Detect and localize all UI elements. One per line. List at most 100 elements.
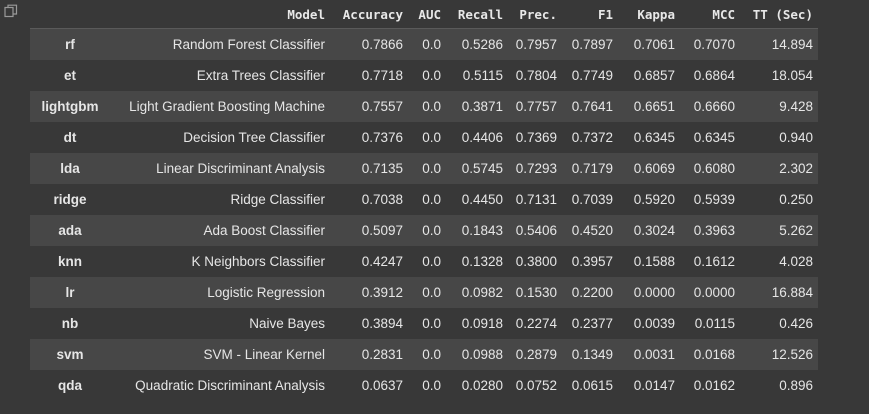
recall-cell: 0.5115 bbox=[462, 67, 503, 83]
column-header: TT (Sec) bbox=[740, 0, 818, 29]
auc-cell: 0.0 bbox=[422, 129, 441, 145]
row-index: knn bbox=[57, 253, 82, 269]
model-cell: SVM - Linear Kernel bbox=[203, 346, 325, 362]
table-row: knn K Neighbors Classifier 0.4247 0.0 0.1328… bbox=[30, 245, 818, 277]
f1-cell: 0.7897 bbox=[571, 36, 613, 52]
auc-cell: 0.0 bbox=[422, 98, 441, 114]
model-cell: Quadratic Discriminant Analysis bbox=[135, 377, 325, 393]
mcc-cell: 0.0000 bbox=[693, 284, 735, 300]
mcc-cell: 0.0162 bbox=[693, 377, 735, 393]
column-header: Recall bbox=[446, 0, 508, 29]
f1-cell: 0.0615 bbox=[571, 377, 613, 393]
mcc-cell: 0.5939 bbox=[693, 191, 735, 207]
accuracy-cell: 0.5097 bbox=[361, 222, 403, 238]
kappa-cell: 0.6345 bbox=[633, 129, 675, 145]
f1-cell: 0.7749 bbox=[571, 67, 613, 83]
precision-cell: 0.7804 bbox=[515, 67, 557, 83]
time-cell: 0.426 bbox=[779, 315, 813, 331]
model-cell: Ridge Classifier bbox=[230, 191, 325, 207]
time-cell: 2.302 bbox=[779, 160, 813, 176]
model-cell: Light Gradient Boosting Machine bbox=[129, 98, 325, 114]
kappa-cell: 0.0147 bbox=[633, 377, 675, 393]
model-cell: Linear Discriminant Analysis bbox=[156, 160, 325, 176]
recall-cell: 0.5286 bbox=[461, 36, 503, 52]
column-header: MCC bbox=[680, 0, 740, 29]
time-cell: 9.428 bbox=[779, 98, 813, 114]
auc-cell: 0.0 bbox=[422, 36, 441, 52]
precision-cell: 0.7293 bbox=[515, 160, 557, 176]
f1-cell: 0.7179 bbox=[571, 160, 613, 176]
precision-cell: 0.2879 bbox=[515, 346, 557, 362]
time-cell: 0.896 bbox=[779, 377, 813, 393]
accuracy-cell: 0.7866 bbox=[361, 36, 403, 52]
recall-cell: 0.4450 bbox=[461, 191, 503, 207]
row-index: dt bbox=[63, 129, 77, 145]
accuracy-cell: 0.7557 bbox=[361, 98, 403, 114]
recall-cell: 0.0982 bbox=[461, 284, 503, 300]
column-header: F1 bbox=[562, 0, 618, 29]
auc-cell: 0.0 bbox=[422, 191, 441, 207]
row-index: svm bbox=[56, 346, 84, 362]
table-row: et Extra Trees Classifier 0.7718 0.0 0.5115 0… bbox=[30, 59, 818, 91]
kappa-cell: 0.7061 bbox=[633, 36, 675, 52]
time-cell: 18.054 bbox=[771, 67, 813, 83]
accuracy-cell: 0.4247 bbox=[361, 253, 403, 269]
kappa-cell: 0.6857 bbox=[633, 67, 675, 83]
recall-cell: 0.0988 bbox=[461, 346, 503, 362]
time-cell: 0.940 bbox=[779, 129, 813, 145]
recall-cell: 0.1328 bbox=[461, 253, 503, 269]
precision-cell: 0.7757 bbox=[515, 98, 557, 114]
table-row: lr Logistic Regression 0.3912 0.0 0.0982 0.15… bbox=[30, 276, 818, 308]
output-area: Model Accuracy AUC Recall Prec. F1 Kappa… bbox=[30, 0, 818, 401]
f1-cell: 0.3957 bbox=[571, 253, 613, 269]
recall-cell: 0.5745 bbox=[461, 160, 503, 176]
row-index: qda bbox=[57, 377, 82, 393]
kappa-cell: 0.5920 bbox=[633, 191, 675, 207]
copy-icon[interactable] bbox=[4, 4, 18, 18]
time-cell: 4.028 bbox=[779, 253, 813, 269]
accuracy-cell: 0.3894 bbox=[361, 315, 403, 331]
model-comparison-table: Model Accuracy AUC Recall Prec. F1 Kappa… bbox=[30, 0, 818, 401]
mcc-cell: 0.6345 bbox=[693, 129, 735, 145]
mcc-cell: 0.6080 bbox=[693, 160, 735, 176]
model-cell: Ada Boost Classifier bbox=[203, 222, 325, 238]
column-header: Accuracy bbox=[330, 0, 408, 29]
f1-cell: 0.1349 bbox=[571, 346, 613, 362]
column-header: Model bbox=[110, 0, 330, 29]
kappa-cell: 0.3024 bbox=[633, 222, 675, 238]
accuracy-cell: 0.3912 bbox=[361, 284, 403, 300]
model-cell: Logistic Regression bbox=[207, 284, 325, 300]
accuracy-cell: 0.2831 bbox=[361, 346, 403, 362]
table-row: rf Random Forest Classifier 0.7866 0.0 0.528… bbox=[30, 28, 818, 60]
mcc-cell: 0.0115 bbox=[694, 315, 735, 331]
f1-cell: 0.2377 bbox=[571, 315, 613, 331]
column-header: AUC bbox=[408, 0, 446, 29]
f1-cell: 0.4520 bbox=[571, 222, 613, 238]
recall-cell: 0.1843 bbox=[461, 222, 503, 238]
column-header: Kappa bbox=[618, 0, 680, 29]
table-row: svm SVM - Linear Kernel 0.2831 0.0 0.0988 0.2… bbox=[30, 338, 818, 370]
row-index: ada bbox=[58, 222, 82, 238]
precision-cell: 0.2274 bbox=[515, 315, 557, 331]
auc-cell: 0.0 bbox=[422, 284, 441, 300]
accuracy-cell: 0.7135 bbox=[361, 160, 403, 176]
time-cell: 5.262 bbox=[779, 222, 813, 238]
accuracy-cell: 0.7038 bbox=[361, 191, 403, 207]
auc-cell: 0.0 bbox=[422, 346, 441, 362]
time-cell: 14.894 bbox=[771, 36, 813, 52]
mcc-cell: 0.3963 bbox=[693, 222, 735, 238]
table-row: ridge Ridge Classifier 0.7038 0.0 0.4450 0.71… bbox=[30, 183, 818, 215]
table-row: lightgbm Light Gradient Boosting Machine 0… bbox=[30, 90, 818, 122]
precision-cell: 0.7131 bbox=[515, 191, 557, 207]
index-header bbox=[30, 0, 110, 29]
model-cell: Random Forest Classifier bbox=[172, 36, 325, 52]
accuracy-cell: 0.7718 bbox=[361, 67, 403, 83]
recall-cell: 0.0918 bbox=[461, 315, 503, 331]
row-index: et bbox=[63, 67, 76, 83]
row-index: lightgbm bbox=[41, 98, 99, 114]
f1-cell: 0.2200 bbox=[571, 284, 613, 300]
auc-cell: 0.0 bbox=[422, 222, 441, 238]
table-header-row: Model Accuracy AUC Recall Prec. F1 Kappa… bbox=[30, 0, 818, 29]
f1-cell: 0.7641 bbox=[571, 98, 613, 114]
time-cell: 0.250 bbox=[779, 191, 813, 207]
